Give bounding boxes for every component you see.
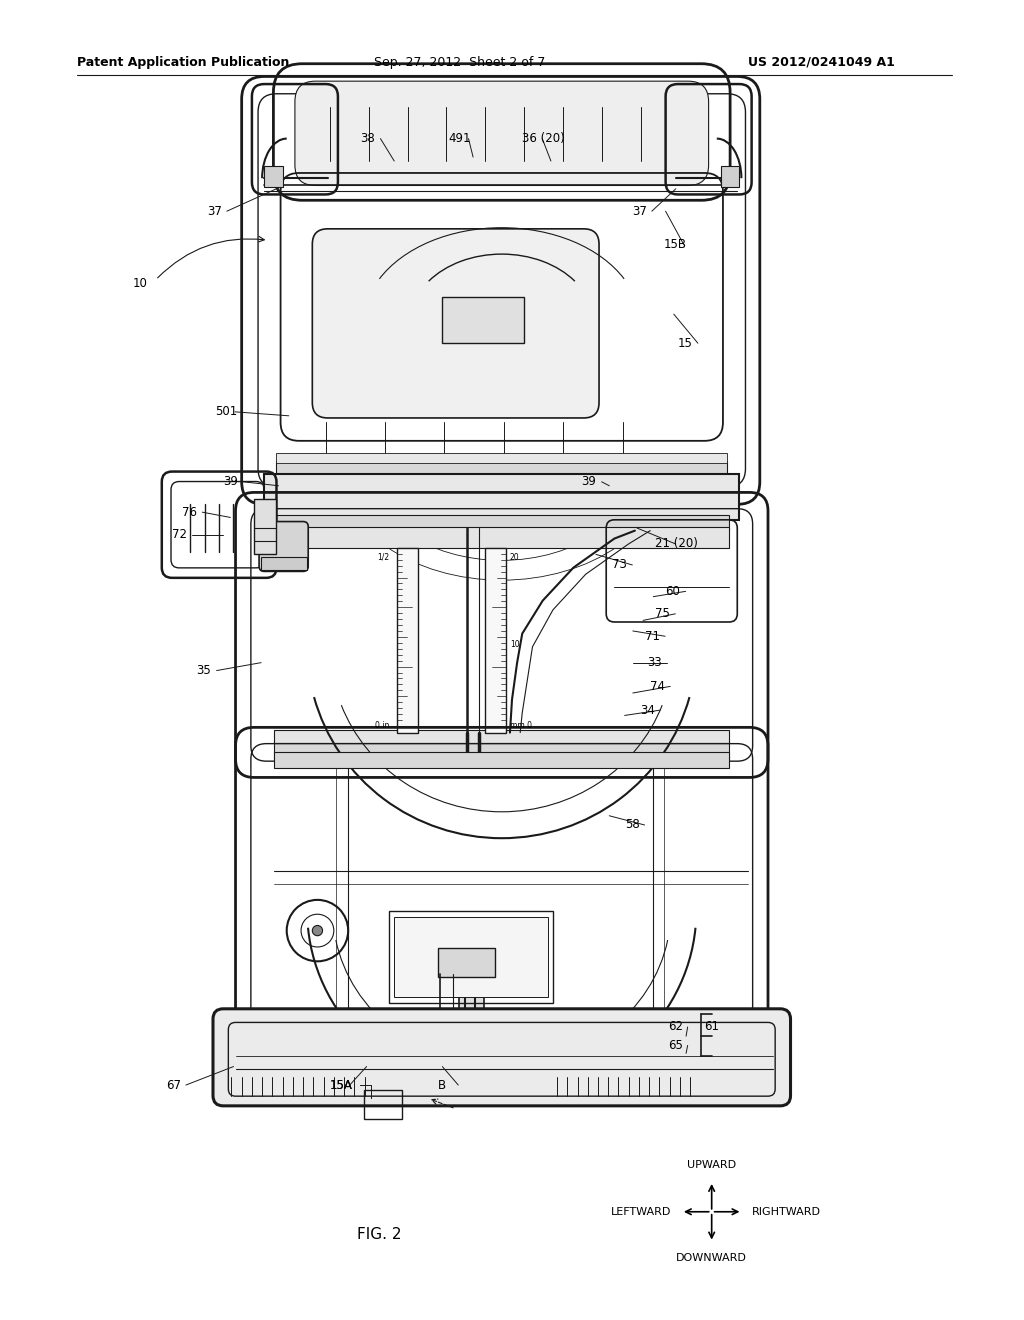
Text: 21 (20): 21 (20) bbox=[655, 537, 698, 550]
Text: Sep. 27, 2012  Sheet 2 of 7: Sep. 27, 2012 Sheet 2 of 7 bbox=[374, 55, 545, 69]
Text: FIG. 2: FIG. 2 bbox=[356, 1226, 401, 1242]
Text: 37: 37 bbox=[207, 205, 222, 218]
Text: 73: 73 bbox=[612, 558, 628, 572]
FancyBboxPatch shape bbox=[295, 81, 709, 186]
Text: 10: 10 bbox=[510, 640, 519, 648]
Text: 39: 39 bbox=[582, 475, 597, 488]
Bar bbox=[394, 917, 548, 997]
Bar bbox=[485, 548, 506, 733]
Text: 1/2: 1/2 bbox=[377, 553, 389, 561]
Text: 35: 35 bbox=[197, 664, 211, 677]
Circle shape bbox=[312, 925, 323, 936]
Text: US 2012/0241049 A1: US 2012/0241049 A1 bbox=[748, 55, 894, 69]
Text: 65: 65 bbox=[668, 1039, 683, 1052]
Text: 72: 72 bbox=[172, 528, 187, 541]
Text: B: B bbox=[438, 1078, 446, 1092]
Text: 39: 39 bbox=[223, 475, 239, 488]
Bar bbox=[274, 730, 729, 743]
Text: RIGHTWARD: RIGHTWARD bbox=[752, 1206, 820, 1217]
Bar bbox=[721, 166, 739, 187]
Text: 15B: 15B bbox=[664, 238, 686, 251]
Bar bbox=[274, 515, 729, 531]
Text: 67: 67 bbox=[166, 1078, 181, 1092]
Text: DOWNWARD: DOWNWARD bbox=[676, 1253, 748, 1263]
Text: 36 (20): 36 (20) bbox=[522, 132, 565, 145]
Text: 71: 71 bbox=[645, 630, 660, 643]
Bar bbox=[459, 964, 484, 1030]
Bar bbox=[254, 499, 276, 554]
Text: 60: 60 bbox=[666, 585, 681, 598]
FancyBboxPatch shape bbox=[312, 228, 599, 418]
Bar bbox=[264, 166, 283, 187]
Bar bbox=[264, 474, 739, 520]
Text: 34: 34 bbox=[640, 704, 655, 717]
Text: 61: 61 bbox=[705, 1020, 720, 1034]
Bar bbox=[276, 453, 727, 463]
Bar bbox=[274, 527, 729, 548]
Bar bbox=[261, 557, 307, 570]
Text: 33: 33 bbox=[647, 656, 662, 669]
Bar bbox=[292, 492, 712, 508]
Text: 62: 62 bbox=[668, 1020, 683, 1034]
FancyBboxPatch shape bbox=[259, 521, 308, 572]
Bar bbox=[438, 948, 495, 977]
Bar bbox=[302, 475, 699, 502]
Text: 491: 491 bbox=[449, 132, 471, 145]
Bar bbox=[397, 548, 418, 733]
Text: 501: 501 bbox=[215, 405, 238, 418]
Text: 74: 74 bbox=[650, 680, 666, 693]
Text: 15A: 15A bbox=[330, 1078, 352, 1092]
Text: 10: 10 bbox=[133, 277, 148, 290]
Text: 58: 58 bbox=[625, 818, 639, 832]
Text: Patent Application Publication: Patent Application Publication bbox=[77, 55, 289, 69]
Text: 15A: 15A bbox=[330, 1078, 352, 1092]
Bar bbox=[389, 911, 553, 1003]
Text: mm 0: mm 0 bbox=[510, 722, 531, 730]
Bar bbox=[274, 741, 729, 759]
Text: 75: 75 bbox=[655, 607, 671, 620]
Text: 38: 38 bbox=[360, 132, 375, 145]
FancyBboxPatch shape bbox=[213, 1008, 791, 1106]
Text: 37: 37 bbox=[632, 205, 647, 218]
Bar bbox=[276, 461, 727, 479]
Bar bbox=[442, 297, 524, 343]
Bar bbox=[364, 1090, 402, 1119]
Text: LEFTWARD: LEFTWARD bbox=[611, 1206, 672, 1217]
Text: 76: 76 bbox=[182, 506, 198, 519]
Text: 0 in: 0 in bbox=[375, 722, 389, 730]
Text: UPWARD: UPWARD bbox=[687, 1160, 736, 1171]
Text: 15: 15 bbox=[678, 337, 693, 350]
Text: 20: 20 bbox=[510, 553, 519, 561]
Bar bbox=[274, 752, 729, 768]
